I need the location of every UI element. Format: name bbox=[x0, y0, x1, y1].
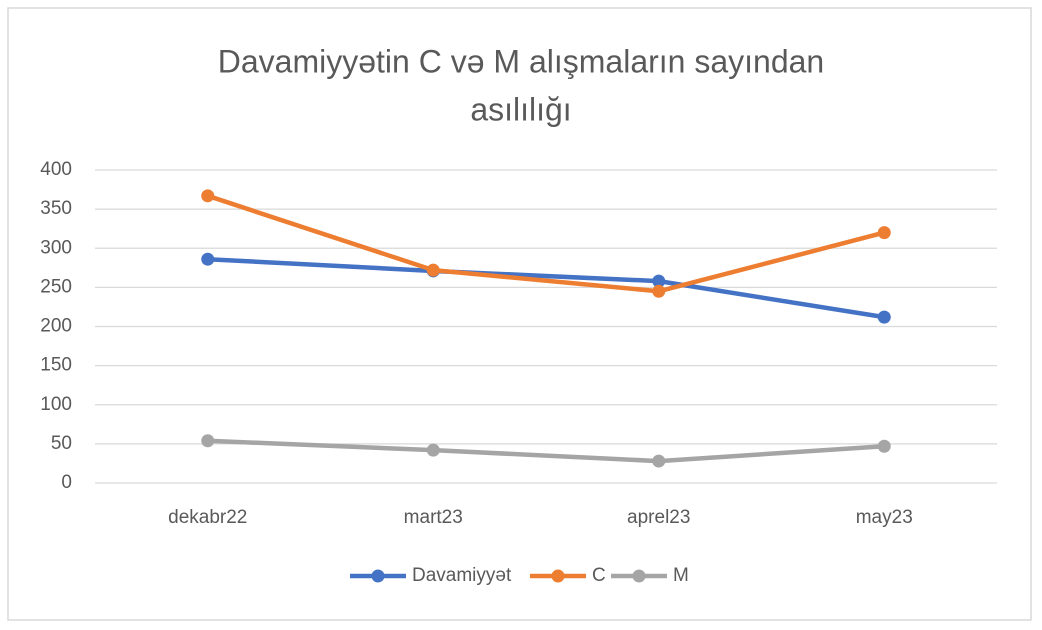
legend-marker bbox=[632, 569, 646, 583]
data-point bbox=[877, 226, 891, 240]
data-point bbox=[426, 263, 440, 277]
data-point bbox=[201, 252, 215, 266]
legend-label: C bbox=[592, 565, 606, 586]
y-tick-label: 100 bbox=[40, 394, 72, 415]
x-tick-label: may23 bbox=[856, 507, 913, 528]
data-point bbox=[426, 443, 440, 457]
legend-marker bbox=[551, 569, 565, 583]
series-line bbox=[207, 193, 885, 294]
data-point bbox=[652, 454, 666, 468]
data-point bbox=[877, 439, 891, 453]
y-tick-label: 250 bbox=[40, 276, 72, 297]
chart-title: asılılığı bbox=[470, 91, 571, 127]
x-tick-label: mart23 bbox=[404, 507, 463, 528]
x-tick-label: dekabr22 bbox=[168, 507, 247, 528]
data-point bbox=[201, 189, 215, 203]
data-point bbox=[652, 284, 666, 298]
y-tick-label: 200 bbox=[40, 316, 72, 337]
data-point bbox=[652, 274, 666, 288]
x-tick-label: aprel23 bbox=[627, 507, 690, 528]
y-tick-label: 50 bbox=[51, 433, 72, 454]
data-point bbox=[877, 310, 891, 324]
legend-label: Davamiyyət bbox=[412, 565, 512, 586]
y-tick-label: 150 bbox=[40, 355, 72, 376]
data-point bbox=[201, 434, 215, 448]
legend-label: M bbox=[673, 565, 689, 586]
y-tick-label: 300 bbox=[40, 237, 72, 258]
y-tick-label: 400 bbox=[40, 159, 72, 180]
series-line bbox=[207, 256, 885, 320]
y-tick-label: 350 bbox=[40, 198, 72, 219]
series-line bbox=[207, 438, 885, 464]
y-tick-label: 0 bbox=[61, 472, 72, 493]
chart-title: Davamiyyətin C və M alışmaların sayından bbox=[218, 43, 824, 79]
legend-marker bbox=[371, 569, 385, 583]
